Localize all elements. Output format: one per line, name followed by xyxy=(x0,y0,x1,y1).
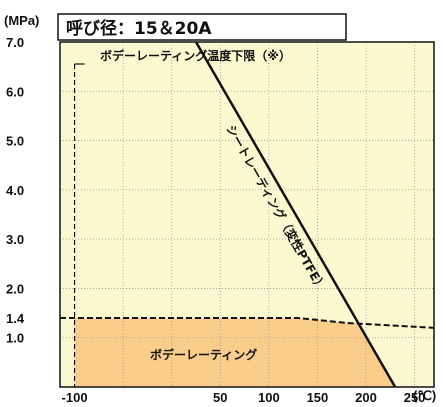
body-rating-label: ボデーレーティング xyxy=(150,347,257,362)
body-rating-line xyxy=(60,317,435,329)
title-box xyxy=(57,13,347,41)
y-tick-label: 6.0 xyxy=(6,84,24,99)
y-tick-label: 1.0 xyxy=(6,331,24,346)
y-tick-label: 4.0 xyxy=(6,183,24,198)
chart-title: 呼び径：15＆20A xyxy=(66,18,212,39)
body-rating-fill xyxy=(74,318,396,387)
x-tick-label: 150 xyxy=(307,390,329,405)
y-axis-label: (MPa) xyxy=(4,13,39,28)
x-tick-label: 250 xyxy=(404,390,426,405)
x-tick-label: 50 xyxy=(213,390,227,405)
x-tick-label: 200 xyxy=(355,390,377,405)
x-tick-label: -100 xyxy=(62,390,88,405)
x-axis-unit: (℃) xyxy=(413,388,436,403)
y-tick-label: 3.0 xyxy=(6,232,24,247)
y-tick-label: 1.4 xyxy=(6,311,25,326)
y-tick-label: 2.0 xyxy=(6,281,24,296)
plot-frame xyxy=(59,41,435,388)
seat-rating-line xyxy=(194,41,397,388)
y-tick-label: 5.0 xyxy=(6,134,24,149)
x-tick-label: 100 xyxy=(258,390,280,405)
y-tick-label: 7.0 xyxy=(6,35,24,50)
body-temp-limit-label: ボデーレーティング温度下限（※） xyxy=(100,48,291,63)
